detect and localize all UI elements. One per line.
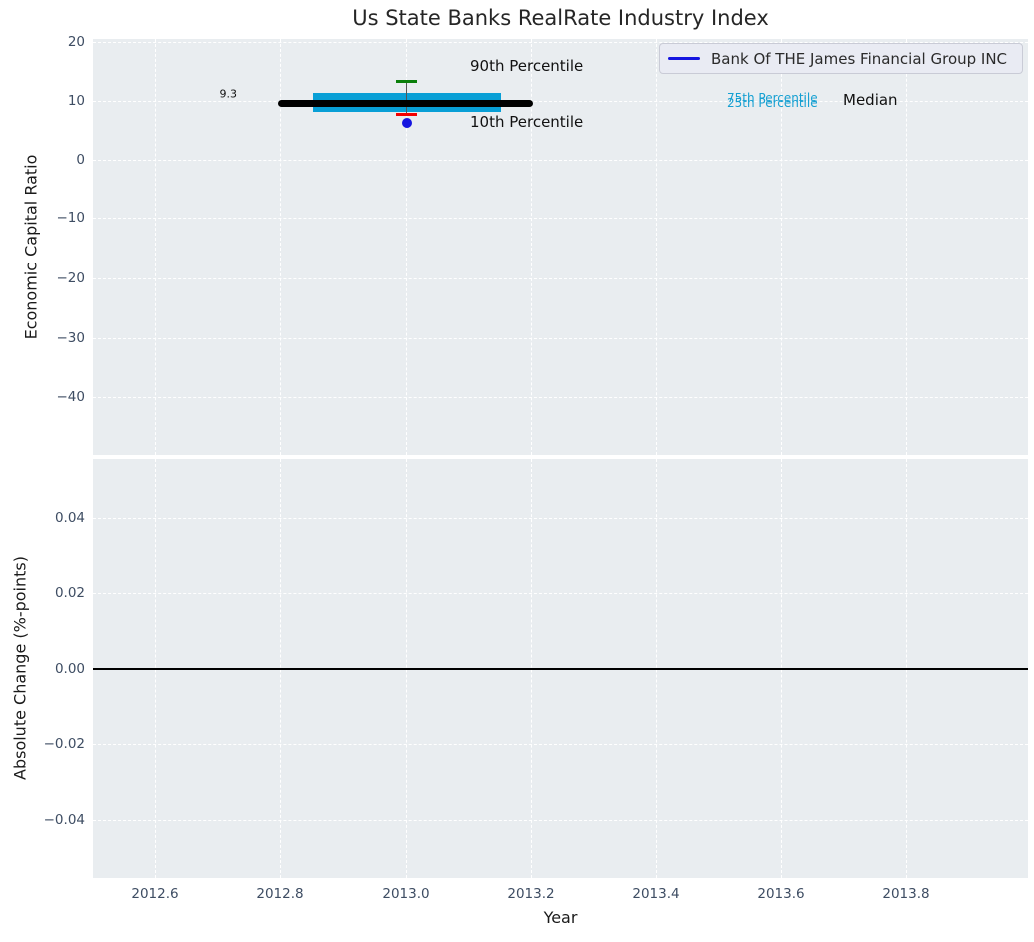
p75-annotation: 75th Percentile bbox=[727, 91, 818, 105]
vertical-gridline bbox=[656, 39, 657, 455]
horizontal-gridline bbox=[93, 397, 1028, 398]
y-tick-label: −10 bbox=[56, 210, 86, 226]
x-axis-label-year: Year bbox=[543, 908, 578, 927]
median-line-mark bbox=[278, 100, 533, 107]
horizontal-gridline bbox=[93, 338, 1028, 339]
median-value-label: 9.3 bbox=[219, 87, 238, 101]
x-tick-label: 2012.8 bbox=[256, 886, 304, 902]
horizontal-gridline bbox=[93, 278, 1028, 279]
x-tick-label: 2013.8 bbox=[882, 886, 930, 902]
vertical-gridline bbox=[280, 39, 281, 455]
horizontal-gridline bbox=[93, 218, 1028, 219]
y-tick-label: 20 bbox=[67, 34, 85, 50]
x-tick-label: 2013.6 bbox=[757, 886, 805, 902]
chart-title: Us State Banks RealRate Industry Index bbox=[352, 6, 769, 30]
horizontal-gridline bbox=[93, 744, 1028, 745]
p90-annotation: 90th Percentile bbox=[470, 57, 584, 75]
horizontal-gridline bbox=[93, 518, 1028, 519]
x-tick-label: 2013.2 bbox=[507, 886, 555, 902]
y-tick-label: 0.02 bbox=[54, 585, 85, 601]
x-tick-label: 2013.0 bbox=[382, 886, 430, 902]
horizontal-gridline bbox=[93, 101, 1028, 102]
y-tick-label: −30 bbox=[56, 330, 86, 346]
y-tick-label: 0.04 bbox=[54, 510, 85, 526]
whisker-line-mark bbox=[406, 82, 407, 114]
company-point-mark bbox=[402, 118, 412, 128]
legend-box: Bank Of THE James Financial Group INC bbox=[659, 43, 1023, 74]
y-tick-label: 10 bbox=[67, 93, 85, 109]
vertical-gridline bbox=[906, 39, 907, 455]
vertical-gridline bbox=[155, 39, 156, 455]
y-tick-label: −0.04 bbox=[43, 812, 85, 828]
y-tick-label: −20 bbox=[56, 270, 86, 286]
y-tick-label: −0.02 bbox=[43, 736, 85, 752]
axes-economic-capital-ratio bbox=[93, 39, 1028, 455]
median-annotation: Median bbox=[843, 91, 898, 109]
y-tick-label: 0.00 bbox=[54, 661, 85, 677]
x-tick-label: 2013.4 bbox=[632, 886, 680, 902]
p10-cap-mark bbox=[396, 113, 417, 116]
zero-line-mark bbox=[93, 668, 1028, 670]
y-axis-label-economic-capital-ratio: Economic Capital Ratio bbox=[21, 154, 41, 340]
horizontal-gridline bbox=[93, 160, 1028, 161]
p10-annotation: 10th Percentile bbox=[470, 113, 584, 131]
horizontal-gridline bbox=[93, 42, 1028, 43]
horizontal-gridline bbox=[93, 820, 1028, 821]
legend-entry-label: Bank Of THE James Financial Group INC bbox=[711, 49, 1008, 68]
x-tick-label: 2012.6 bbox=[131, 886, 179, 902]
p25-annotation: 25th Percentile bbox=[727, 96, 818, 110]
y-tick-label: 0 bbox=[76, 152, 85, 168]
vertical-gridline bbox=[781, 39, 782, 455]
p90-cap-mark bbox=[396, 80, 417, 83]
y-tick-label: −40 bbox=[56, 389, 86, 405]
vertical-gridline bbox=[531, 39, 532, 455]
vertical-gridline bbox=[406, 39, 407, 455]
horizontal-gridline bbox=[93, 593, 1028, 594]
legend-line-swatch-icon bbox=[668, 57, 700, 60]
